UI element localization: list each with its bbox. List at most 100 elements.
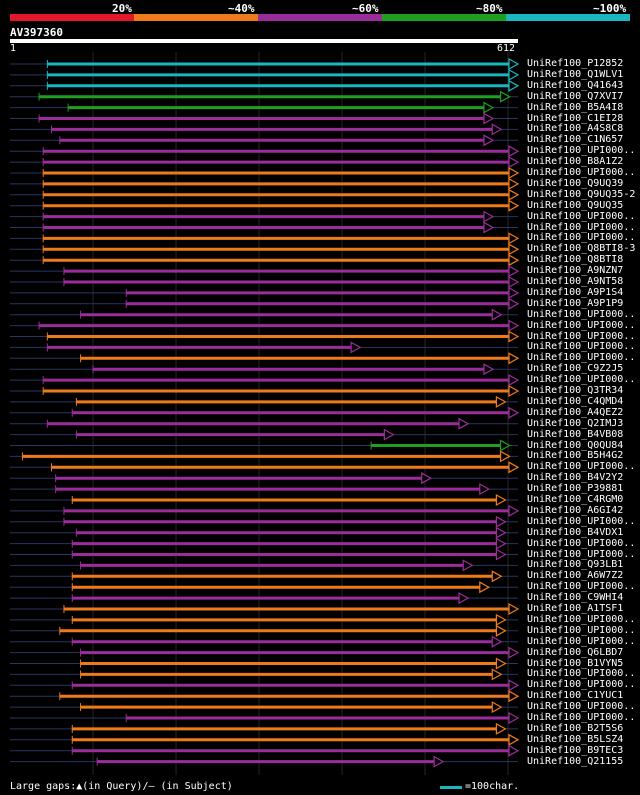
hit-label[interactable]: UniRef100_A1TSF1 bbox=[527, 603, 624, 614]
hit-label[interactable]: UniRef100_A4S8C8 bbox=[527, 123, 624, 135]
hit-label[interactable]: UniRef100_UPI000.. bbox=[527, 352, 636, 364]
hit-label[interactable]: UniRef100_Q21155 bbox=[527, 755, 624, 767]
hit-label[interactable]: UniRef100_A4QEZ2 bbox=[527, 406, 624, 418]
hit-label[interactable]: UniRef100_UPI000.. bbox=[527, 679, 636, 691]
hit-label[interactable]: UniRef100_P12852 bbox=[527, 58, 624, 69]
hit-arrow-icon bbox=[499, 450, 511, 463]
hit-label[interactable]: UniRef100_UPI000.. bbox=[527, 232, 636, 244]
hit-label[interactable]: UniRef100_Q0QU84 bbox=[527, 439, 624, 451]
hit-arrow-icon bbox=[421, 472, 432, 485]
hit-label[interactable]: UniRef100_Q9UQ39 bbox=[527, 177, 624, 189]
hit-arrow-icon bbox=[508, 156, 520, 169]
hit-label[interactable]: UniRef100_C4RGM0 bbox=[527, 494, 624, 505]
hit-label[interactable]: UniRef100_A6W7Z2 bbox=[527, 570, 624, 582]
hit-arrow-icon bbox=[508, 744, 520, 757]
hit-label[interactable]: UniRef100_A9NZN7 bbox=[527, 265, 624, 277]
hit-arrow-icon bbox=[491, 123, 503, 136]
hit-label[interactable]: UniRef100_C9Z2J5 bbox=[527, 363, 624, 375]
hit-arrow-icon bbox=[508, 504, 520, 517]
hit-label[interactable]: UniRef100_UPI000.. bbox=[527, 145, 636, 157]
hit-label[interactable]: UniRef100_B5H4G2 bbox=[527, 450, 624, 462]
hit-arrow-icon bbox=[508, 330, 520, 343]
legend-label-80: ~80% bbox=[476, 2, 503, 15]
hit-label[interactable]: UniRef100_UPI000.. bbox=[527, 613, 636, 625]
hit-arrow-icon bbox=[508, 319, 520, 332]
hit-label[interactable]: UniRef100_C4QMD4 bbox=[527, 395, 624, 407]
hit-label[interactable]: UniRef100_UPI000.. bbox=[527, 548, 636, 560]
legend-bar-20 bbox=[10, 14, 134, 21]
hit-arrow-icon bbox=[508, 265, 520, 278]
hit-label[interactable]: UniRef100_UPI000.. bbox=[527, 635, 636, 647]
hit-label[interactable]: UniRef100_P39881 bbox=[527, 483, 624, 495]
hit-label[interactable]: UniRef100_UPI000.. bbox=[527, 701, 636, 713]
hit-arrow-icon bbox=[495, 657, 507, 670]
hit-label[interactable]: UniRef100_Q41643 bbox=[527, 79, 624, 91]
hit-arrow-icon bbox=[458, 592, 470, 605]
hit-arrow-icon bbox=[508, 199, 520, 212]
hit-label[interactable]: UniRef100_B8A1Z2 bbox=[527, 156, 624, 168]
legend-bar-100 bbox=[506, 14, 630, 21]
hit-label[interactable]: UniRef100_Q8BTI8-3 bbox=[527, 243, 636, 255]
hit-label[interactable]: UniRef100_C1EI28 bbox=[527, 112, 624, 124]
hit-label[interactable]: UniRef100_Q1WLV1 bbox=[527, 68, 624, 80]
query-id: AV397360 bbox=[10, 26, 63, 39]
hit-label[interactable]: UniRef100_A9NT58 bbox=[527, 276, 624, 287]
hit-label[interactable]: UniRef100_UPI000.. bbox=[527, 210, 636, 222]
hit-arrow-icon bbox=[508, 232, 520, 245]
hit-label[interactable]: UniRef100_Q2IMJ3 bbox=[527, 417, 624, 429]
hit-label[interactable]: UniRef100_UPI000.. bbox=[527, 461, 636, 473]
hit-label[interactable]: UniRef100_B4V2Y2 bbox=[527, 472, 624, 484]
hit-arrow-icon bbox=[491, 308, 503, 321]
hit-label[interactable]: UniRef100_B1VYN5 bbox=[527, 657, 624, 669]
hit-arrow-icon bbox=[491, 668, 503, 681]
hit-label[interactable]: UniRef100_Q93LB1 bbox=[527, 559, 624, 571]
hit-label[interactable]: UniRef100_A9P1S4 bbox=[527, 286, 624, 298]
hit-label[interactable]: UniRef100_A9P1P9 bbox=[527, 297, 624, 309]
hit-label[interactable]: UniRef100_UPI000.. bbox=[527, 712, 636, 723]
hit-label[interactable]: UniRef100_C9WHI4 bbox=[527, 592, 624, 604]
hit-arrow-icon bbox=[508, 733, 520, 746]
hit-label[interactable]: UniRef100_B4VB08 bbox=[527, 428, 624, 440]
hit-label[interactable]: UniRef100_C1N657 bbox=[527, 134, 624, 146]
hit-label[interactable]: UniRef100_UPI000.. bbox=[527, 319, 636, 331]
hit-arrow-icon bbox=[495, 526, 507, 539]
hit-label[interactable]: UniRef100_B9TEC3 bbox=[527, 744, 624, 756]
hit-arrow-icon bbox=[495, 395, 507, 408]
hit-label[interactable]: UniRef100_UPI000.. bbox=[527, 308, 636, 320]
hit-label[interactable]: UniRef100_B2T5S6 bbox=[527, 722, 624, 734]
hit-label[interactable]: UniRef100_UPI000.. bbox=[527, 167, 636, 178]
hit-label[interactable]: UniRef100_UPI000.. bbox=[527, 515, 636, 527]
hit-label[interactable]: UniRef100_Q3TR34 bbox=[527, 385, 624, 396]
hit-label[interactable]: UniRef100_UPI000.. bbox=[527, 330, 636, 342]
hit-arrow-icon bbox=[499, 439, 511, 452]
hit-arrow-icon bbox=[483, 221, 495, 234]
scale-bar bbox=[440, 786, 462, 789]
hit-arrow-icon bbox=[508, 188, 520, 201]
hit-label[interactable]: UniRef100_Q9UQ35-2 bbox=[527, 188, 636, 200]
hit-label[interactable]: UniRef100_UPI000.. bbox=[527, 537, 636, 549]
hit-label[interactable]: UniRef100_UPI000.. bbox=[527, 624, 636, 636]
hit-label[interactable]: UniRef100_Q8BTI8 bbox=[527, 254, 624, 266]
hit-label[interactable]: UniRef100_C1YUC1 bbox=[527, 690, 624, 702]
hit-label[interactable]: UniRef100_B4VDX1 bbox=[527, 526, 624, 538]
hit-label[interactable]: UniRef100_UPI000.. bbox=[527, 668, 636, 680]
hit-label[interactable]: UniRef100_UPI000.. bbox=[527, 221, 636, 233]
hit-label[interactable]: UniRef100_B5LSZ4 bbox=[527, 733, 624, 745]
hit-label[interactable]: UniRef100_UPI000.. bbox=[527, 341, 636, 353]
hit-arrow-icon bbox=[458, 417, 470, 430]
hit-label[interactable]: UniRef100_Q7XVI7 bbox=[527, 90, 624, 102]
hit-label[interactable]: UniRef100_B5A4I8 bbox=[527, 101, 624, 113]
hit-arrow-icon bbox=[508, 602, 520, 616]
legend-bar-80 bbox=[382, 14, 506, 21]
hit-label[interactable]: UniRef100_Q6LBD7 bbox=[527, 646, 624, 658]
hit-label[interactable]: UniRef100_Q9UQ35 bbox=[527, 199, 624, 211]
hit-arrow-icon bbox=[483, 210, 495, 223]
hit-label[interactable]: UniRef100_A6GI42 bbox=[527, 504, 624, 516]
hit-arrow-icon bbox=[508, 243, 520, 256]
hit-label[interactable]: UniRef100_UPI000.. bbox=[527, 581, 636, 593]
hit-arrow-icon bbox=[508, 690, 520, 703]
scale-label: =100char. bbox=[465, 781, 520, 792]
hit-label[interactable]: UniRef100_UPI000.. bbox=[527, 374, 636, 386]
